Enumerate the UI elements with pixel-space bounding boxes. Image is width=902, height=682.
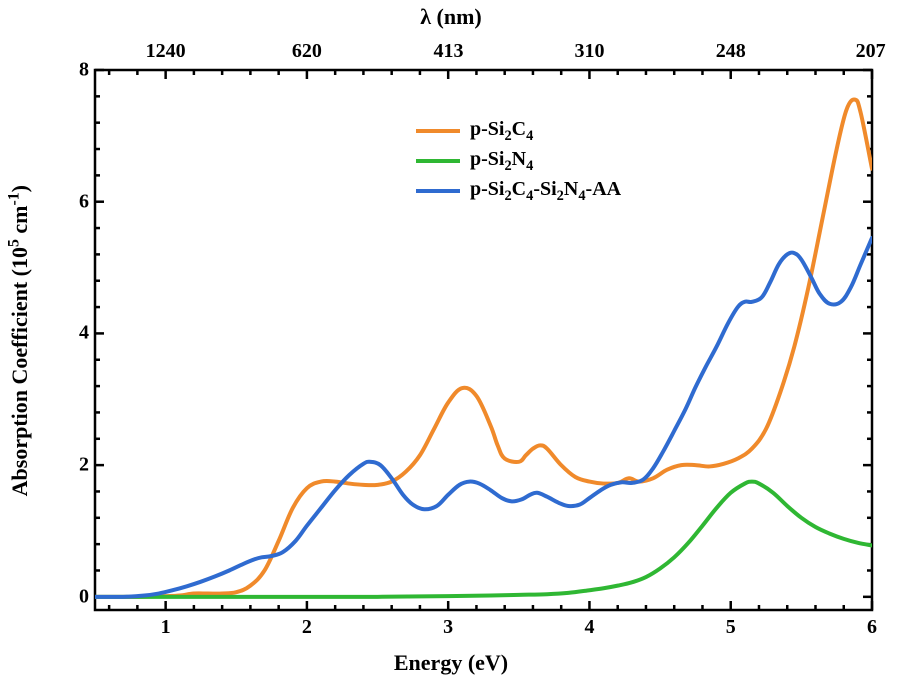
x-bottom-tick-label: 5 <box>726 616 736 639</box>
legend-swatch <box>416 159 460 163</box>
y-tick-label: 4 <box>61 322 89 345</box>
legend-item: p-Si2C4 <box>416 116 621 146</box>
y-tick-label: 6 <box>61 190 89 213</box>
y-tick-label: 0 <box>61 585 89 608</box>
x-bottom-axis-label-text: Energy (eV) <box>394 650 508 675</box>
x-top-axis-label-text: λ (nm) <box>420 4 482 29</box>
x-bottom-tick-label: 3 <box>443 616 453 639</box>
x-top-tick-label: 620 <box>292 40 322 63</box>
y-tick-label: 8 <box>61 59 89 82</box>
x-bottom-tick-label: 4 <box>584 616 594 639</box>
x-bottom-tick-label: 2 <box>302 616 312 639</box>
y-tick-label: 2 <box>61 454 89 477</box>
x-bottom-axis-label: Energy (eV) <box>0 650 902 676</box>
legend-swatch <box>416 189 460 193</box>
legend-item: p-Si2N4 <box>416 146 621 176</box>
legend-swatch <box>416 129 460 133</box>
x-top-tick-label: 248 <box>716 40 746 63</box>
chart-svg <box>0 0 902 682</box>
chart-container: λ (nm) Energy (eV) Absorption Coefficien… <box>0 0 902 682</box>
x-top-tick-label: 310 <box>574 40 604 63</box>
x-top-tick-label: 413 <box>434 40 464 63</box>
x-top-axis-label: λ (nm) <box>0 4 902 30</box>
x-top-tick-label: 1240 <box>146 40 186 63</box>
legend-item: p-Si2C4-Si2N4-AA <box>416 176 621 206</box>
legend-label: p-Si2C4-Si2N4-AA <box>470 178 621 205</box>
x-bottom-tick-label: 6 <box>867 616 877 639</box>
x-top-tick-label: 207 <box>856 40 886 63</box>
y-axis-label-text: Absorption Coefficient (105 cm-1) <box>8 185 33 496</box>
y-axis-label: Absorption Coefficient (105 cm-1) <box>6 0 34 682</box>
legend-label: p-Si2C4 <box>470 118 533 145</box>
legend-label: p-Si2N4 <box>470 148 533 175</box>
legend: p-Si2C4 p-Si2N4 p-Si2C4-Si2N4-AA <box>416 116 621 206</box>
x-bottom-tick-label: 1 <box>161 616 171 639</box>
